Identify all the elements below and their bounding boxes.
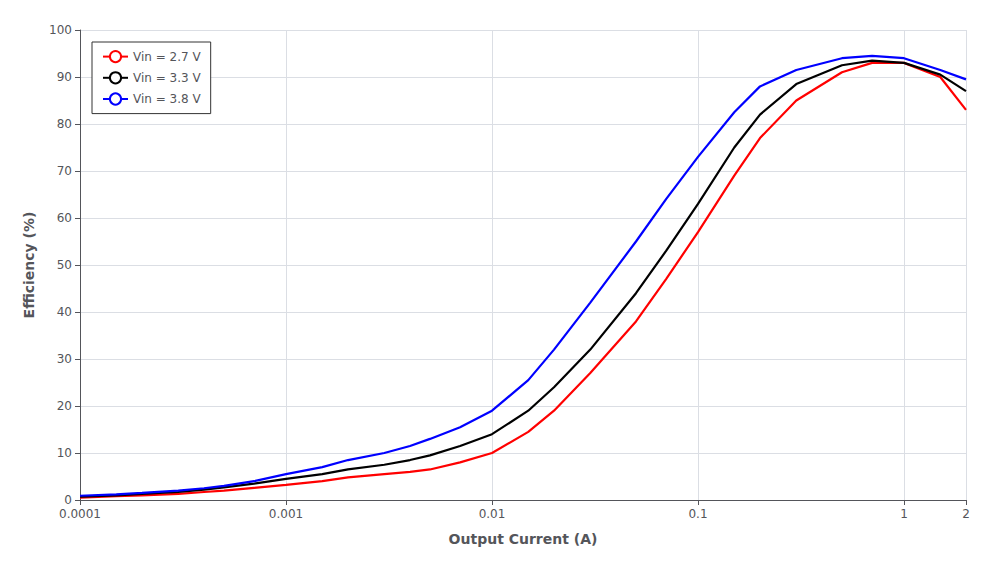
svg-text:0.1: 0.1 xyxy=(688,507,707,521)
svg-text:30: 30 xyxy=(57,352,72,366)
svg-text:60: 60 xyxy=(57,211,72,225)
svg-text:Vin = 3.8 V: Vin = 3.8 V xyxy=(133,92,201,106)
svg-text:Efficiency (%): Efficiency (%) xyxy=(21,212,37,319)
svg-text:Vin = 2.7 V: Vin = 2.7 V xyxy=(133,50,201,64)
svg-text:0.0001: 0.0001 xyxy=(59,507,101,521)
svg-text:100: 100 xyxy=(49,23,72,37)
svg-text:90: 90 xyxy=(57,70,72,84)
svg-text:70: 70 xyxy=(57,164,72,178)
svg-text:2: 2 xyxy=(962,507,970,521)
svg-text:0.01: 0.01 xyxy=(479,507,506,521)
svg-text:80: 80 xyxy=(57,117,72,131)
svg-text:Vin = 3.3 V: Vin = 3.3 V xyxy=(133,71,201,85)
svg-text:Output Current (A): Output Current (A) xyxy=(449,531,598,547)
svg-text:0: 0 xyxy=(64,493,72,507)
svg-text:10: 10 xyxy=(57,446,72,460)
svg-text:40: 40 xyxy=(57,305,72,319)
svg-text:1: 1 xyxy=(900,507,908,521)
svg-text:0.001: 0.001 xyxy=(269,507,303,521)
svg-text:20: 20 xyxy=(57,399,72,413)
svg-text:50: 50 xyxy=(57,258,72,272)
